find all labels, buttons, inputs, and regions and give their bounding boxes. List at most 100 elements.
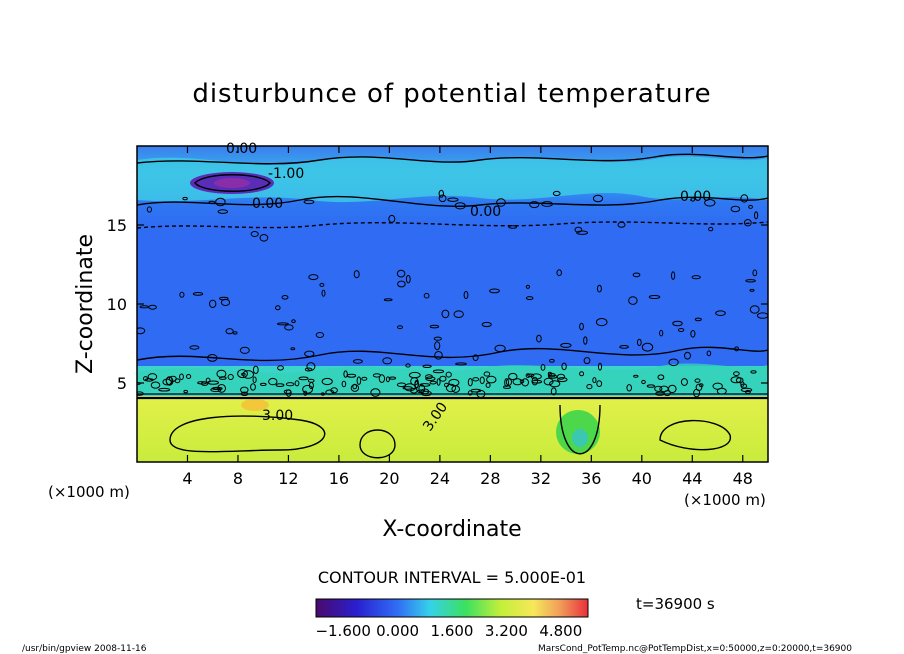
convective-speckle [137,189,768,398]
speckle-contour [186,374,192,379]
speckle-contour [745,389,751,394]
x-tick-label: 36 [581,469,601,488]
speckle-contour [405,274,411,284]
colorbar-tick-label: 0.000 [376,622,419,640]
speckle-contour [183,389,188,394]
contour-lines [137,153,768,459]
speckle-contour [179,291,185,298]
x-tick-label: 4 [182,469,192,488]
speckle-contour [543,377,554,386]
speckle-contour [417,389,425,394]
speckle-contour [237,369,248,379]
speckle-contour [353,270,360,279]
speckle-contour [378,374,386,383]
speckle-contour [525,373,531,379]
contour-label: -1.00 [268,166,304,182]
speckle-contour [552,190,561,197]
x-unit-right: (×1000 m) [684,491,766,509]
speckle-contour [275,305,281,311]
speckle-contour [668,358,679,367]
footer-right: MarsCond_PotTemp.nc@PotTempDist,x=0:5000… [538,644,852,654]
speckle-contour [481,321,492,328]
speckle-contour [712,382,723,390]
speckle-contour [694,317,702,322]
speckle-contour [259,234,269,242]
speckle-contour [321,289,326,297]
speckle-contour [217,209,229,214]
y-tick-label: 15 [107,216,127,235]
x-tick-label: 48 [733,469,753,488]
speckle-contour [281,295,289,300]
speckle-contour [536,334,542,343]
colorbar [315,598,589,618]
speckle-contour [525,284,531,289]
speckle-contour [540,364,546,371]
speckle-contour [291,319,296,324]
speckle-contour [150,381,161,389]
speckle-contour [451,385,461,393]
speckle-contour [734,346,739,352]
speckle-contour [192,292,204,296]
speckle-contour [385,376,390,383]
speckle-contour [433,336,442,341]
speckle-contour [579,322,584,331]
speckle-contour [434,341,441,351]
speckle-contour [189,345,200,350]
speckle-contour [239,346,250,354]
speckle-contour [530,373,542,380]
speckle-contour [277,365,284,371]
speckle-contour [209,299,217,308]
speckle-contour [447,197,459,202]
speckle-contour [663,390,671,397]
speckle-contour [147,373,158,381]
colorbar-tick-label: 3.200 [485,622,528,640]
speckle-contour [182,196,188,201]
speckle-contour [315,332,325,338]
speckle-contour [680,378,688,386]
contour-label: 0.00 [252,196,283,212]
speckle-contour [592,377,597,384]
y-axis-label: Z-coordinate [73,234,98,374]
footer-left: /usr/bin/gpview 2008-11-16 [22,644,147,654]
speckle-contour [677,328,685,332]
speckle-contour [743,219,752,227]
y-axis: 5 10 15 [107,216,768,393]
speckle-contour [453,310,464,319]
speckle-contour [304,350,315,357]
speckle-contour [232,331,238,335]
speckle-contour [382,357,393,365]
speckle-contour [695,383,703,391]
speckle-contour [549,380,561,388]
speckle-contour [346,373,357,378]
speckle-contour [210,387,222,393]
speckle-contour [179,373,184,381]
x-axis: 4 8 12 16 20 24 28 32 36 40 44 48 [182,146,753,488]
speckle-contour [715,310,726,317]
speckle-contour [583,357,591,365]
speckle-contour [211,386,223,391]
speckle-contour [330,387,338,394]
contour-label: 3.00 [262,408,293,424]
x-tick-label: 8 [233,469,243,488]
speckle-contour [146,206,152,213]
speckle-contour [592,194,604,203]
speckle-contour [294,380,300,387]
speckle-contour [671,271,676,280]
speckle-contour [467,390,473,396]
speckle-contour [361,376,368,381]
colorbar-tick-label: −1.600 [315,622,371,640]
speckle-contour [531,379,543,384]
cold-core-inner [214,178,250,188]
speckle-contour [561,362,567,371]
speckle-contour [215,197,226,207]
speckle-contour [756,312,768,319]
speckle-contour [319,282,325,287]
speckle-contour [165,376,173,386]
contour-label: 0.00 [470,204,501,220]
speckle-contour [628,296,638,305]
speckle-contour [740,387,753,393]
speckle-contour [586,384,593,390]
speckle-contour [241,372,246,376]
speckle-contour [636,338,642,347]
speckle-contour [749,305,760,314]
